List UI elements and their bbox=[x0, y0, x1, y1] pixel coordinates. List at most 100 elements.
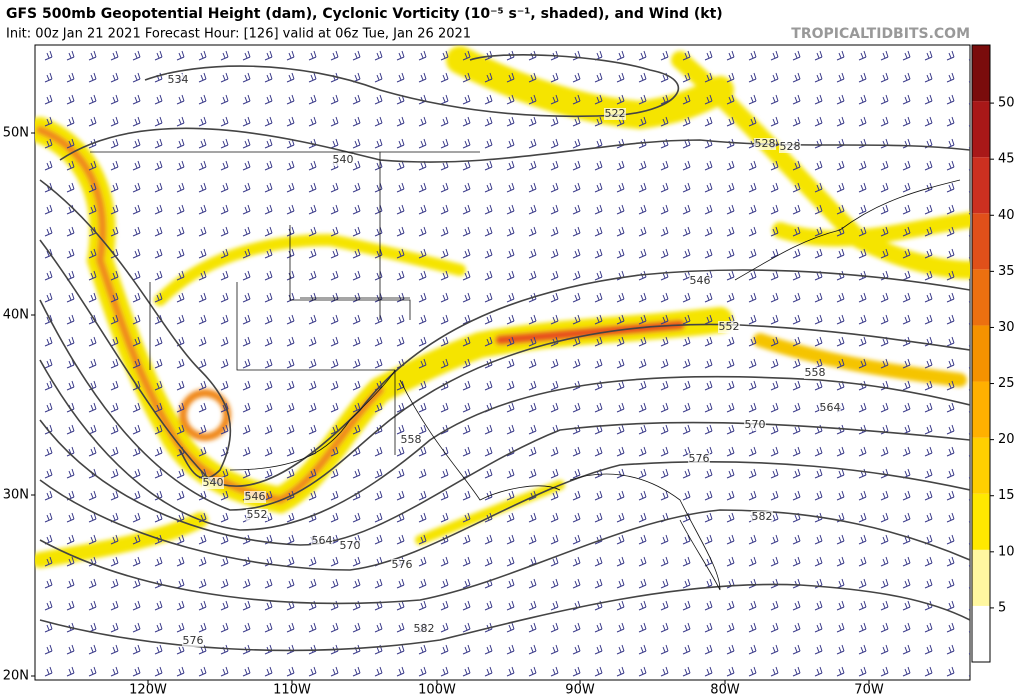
wind-barb bbox=[550, 314, 559, 325]
wind-barb bbox=[308, 622, 317, 633]
wind-barb bbox=[396, 644, 405, 655]
wind-barb bbox=[858, 402, 867, 413]
wind-barb bbox=[814, 600, 823, 611]
wind-barb bbox=[616, 292, 625, 303]
wind-barb bbox=[264, 446, 273, 457]
wind-barb bbox=[374, 578, 383, 589]
wind-barb bbox=[396, 490, 405, 501]
wind-barb bbox=[814, 446, 823, 457]
wind-barb bbox=[418, 138, 427, 149]
wind-barb bbox=[792, 446, 801, 457]
wind-barb bbox=[176, 50, 185, 61]
wind-barb bbox=[528, 600, 537, 611]
wind-barb bbox=[528, 270, 537, 281]
wind-barb bbox=[902, 578, 911, 589]
wind-barb bbox=[44, 270, 53, 281]
wind-barb bbox=[836, 622, 845, 633]
wind-barb bbox=[198, 314, 207, 325]
contour-label-bg bbox=[604, 108, 626, 120]
wind-barb bbox=[748, 204, 757, 215]
wind-barb bbox=[550, 160, 559, 171]
wind-barb bbox=[616, 314, 625, 325]
contour-label: 522 bbox=[605, 107, 626, 120]
wind-barb bbox=[286, 94, 295, 105]
wind-barb bbox=[594, 204, 603, 215]
wind-barb bbox=[660, 248, 669, 259]
wind-barb bbox=[792, 94, 801, 105]
wind-barb bbox=[198, 600, 207, 611]
wind-barb bbox=[748, 556, 757, 567]
wind-barb bbox=[902, 226, 911, 237]
wind-barb bbox=[616, 534, 625, 545]
wind-barb bbox=[44, 600, 53, 611]
wind-barb bbox=[792, 402, 801, 413]
wind-barb bbox=[154, 468, 163, 479]
wind-barb bbox=[638, 336, 647, 347]
wind-barb bbox=[462, 600, 471, 611]
wind-barb bbox=[550, 512, 559, 523]
wind-barb bbox=[418, 644, 427, 655]
wind-barb bbox=[770, 468, 779, 479]
wind-barb bbox=[154, 358, 163, 369]
wind-barb bbox=[330, 380, 339, 391]
wind-barb bbox=[176, 402, 185, 413]
wind-barb bbox=[198, 204, 207, 215]
wind-barb bbox=[836, 248, 845, 259]
wind-barb bbox=[528, 380, 537, 391]
wind-barb bbox=[682, 72, 691, 83]
wind-barb bbox=[220, 600, 229, 611]
contour-label: 528 bbox=[755, 137, 776, 150]
wind-barb bbox=[836, 556, 845, 567]
wind-barb bbox=[66, 468, 75, 479]
wind-barb bbox=[858, 248, 867, 259]
wind-barb bbox=[330, 204, 339, 215]
wind-barb bbox=[550, 94, 559, 105]
wind-barb bbox=[286, 50, 295, 61]
wind-barb bbox=[396, 314, 405, 325]
wind-barb bbox=[264, 182, 273, 193]
wind-barb bbox=[506, 578, 515, 589]
wind-barb bbox=[638, 116, 647, 127]
wind-barb bbox=[770, 556, 779, 567]
wind-barb bbox=[330, 226, 339, 237]
wind-barb bbox=[88, 50, 97, 61]
wind-barb bbox=[176, 622, 185, 633]
wind-barb bbox=[66, 644, 75, 655]
wind-barb bbox=[858, 666, 867, 677]
wind-barb bbox=[264, 380, 273, 391]
wind-barb bbox=[506, 270, 515, 281]
wind-barb bbox=[594, 336, 603, 347]
wind-barb bbox=[176, 226, 185, 237]
wind-barb bbox=[88, 512, 97, 523]
wind-barb bbox=[154, 380, 163, 391]
wind-barb bbox=[484, 270, 493, 281]
wind-barb bbox=[506, 248, 515, 259]
wind-barb bbox=[352, 226, 361, 237]
wind-barb bbox=[418, 314, 427, 325]
wind-barb bbox=[902, 622, 911, 633]
wind-barb bbox=[154, 622, 163, 633]
wind-barb bbox=[616, 204, 625, 215]
wind-barb bbox=[946, 116, 955, 127]
wind-barb bbox=[836, 490, 845, 501]
wind-barb bbox=[946, 622, 955, 633]
wind-barb bbox=[286, 446, 295, 457]
wind-barb bbox=[858, 204, 867, 215]
wind-barb bbox=[506, 424, 515, 435]
wind-barb bbox=[132, 666, 141, 677]
wind-barb bbox=[462, 578, 471, 589]
wind-barb bbox=[594, 226, 603, 237]
wind-barb bbox=[528, 138, 537, 149]
wind-barb bbox=[660, 160, 669, 171]
wind-barb bbox=[506, 314, 515, 325]
wind-barb bbox=[660, 226, 669, 237]
wind-barb bbox=[572, 314, 581, 325]
wind-barb bbox=[858, 358, 867, 369]
wind-barb bbox=[748, 380, 757, 391]
wind-barb bbox=[264, 94, 273, 105]
wind-barb bbox=[220, 116, 229, 127]
wind-barb bbox=[418, 336, 427, 347]
wind-barb bbox=[286, 358, 295, 369]
wind-barb bbox=[330, 314, 339, 325]
contour-label-bg bbox=[339, 540, 361, 552]
